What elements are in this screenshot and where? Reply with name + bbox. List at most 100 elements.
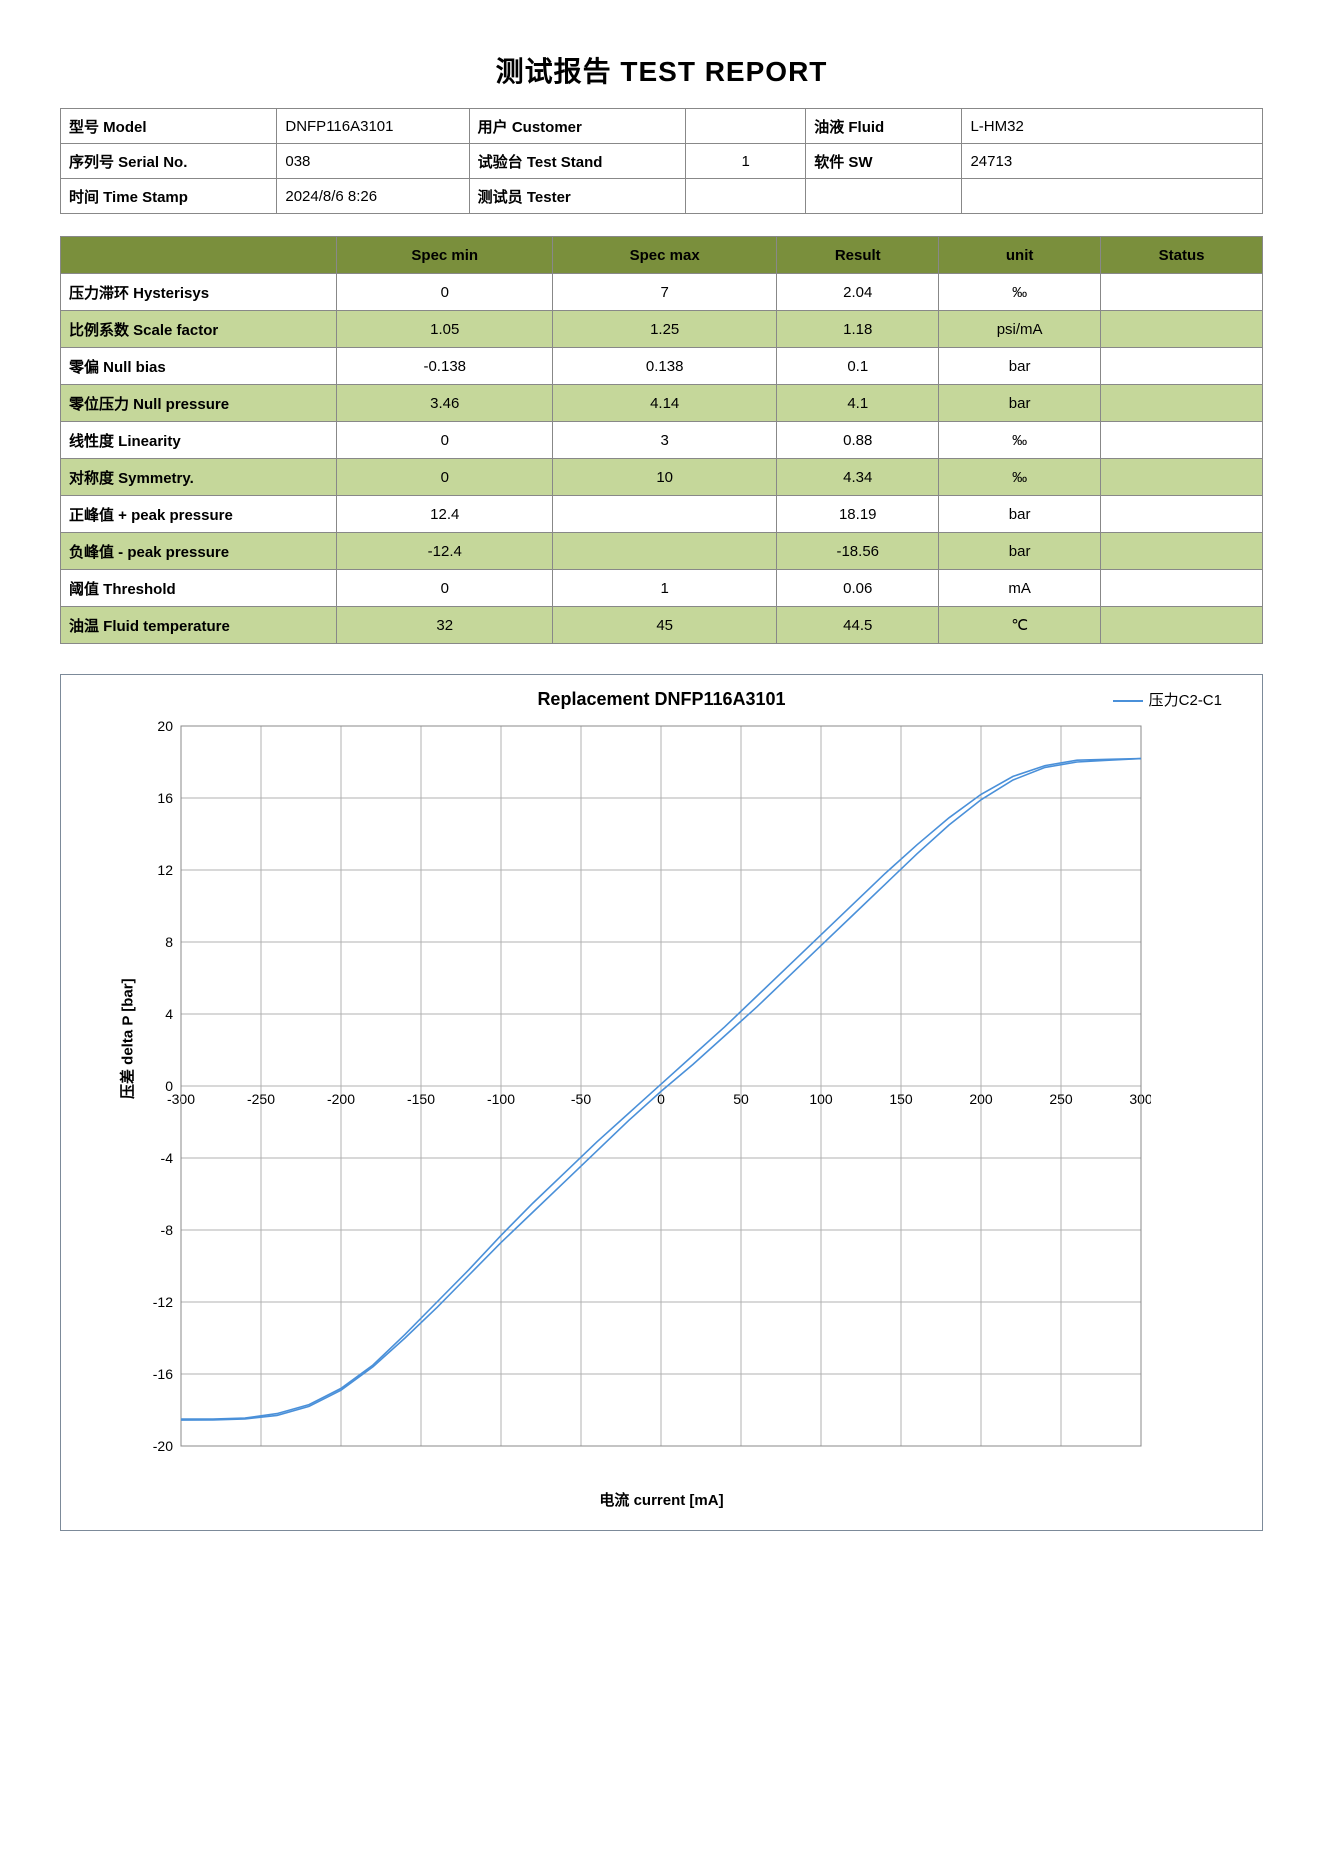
svg-text:250: 250	[1049, 1091, 1073, 1107]
page-title: 测试报告 TEST REPORT	[60, 50, 1263, 90]
spec-cell-param: 油温 Fluid temperature	[61, 607, 337, 644]
spec-row: 阈值 Threshold010.06mA	[61, 570, 1263, 607]
spec-row: 零偏 Null bias-0.1380.1380.1bar	[61, 348, 1263, 385]
spec-row: 对称度 Symmetry.0104.34‰	[61, 459, 1263, 496]
spec-cell-min: 1.05	[337, 311, 553, 348]
spec-cell-max: 45	[553, 607, 777, 644]
blank-value	[962, 179, 1263, 214]
spec-cell-unit: bar	[939, 385, 1101, 422]
spec-row: 比例系数 Scale factor1.051.251.18psi/mA	[61, 311, 1263, 348]
spec-cell-status	[1101, 274, 1263, 311]
chart-container: Replacement DNFP116A3101 压力C2-C1 压差 delt…	[60, 674, 1263, 1531]
spec-header-cell: Spec max	[553, 237, 777, 274]
spec-cell-min: 0	[337, 422, 553, 459]
svg-text:-4: -4	[161, 1150, 174, 1166]
spec-cell-min: 0	[337, 274, 553, 311]
spec-cell-unit: ‰	[939, 422, 1101, 459]
spec-row: 零位压力 Null pressure3.464.144.1bar	[61, 385, 1263, 422]
spec-header-cell: Result	[777, 237, 939, 274]
spec-cell-param: 零偏 Null bias	[61, 348, 337, 385]
svg-text:150: 150	[889, 1091, 913, 1107]
spec-cell-max: 10	[553, 459, 777, 496]
spec-row: 油温 Fluid temperature324544.5℃	[61, 607, 1263, 644]
spec-header-cell	[61, 237, 337, 274]
svg-text:-200: -200	[327, 1091, 355, 1107]
svg-text:20: 20	[157, 718, 173, 734]
spec-cell-unit: ‰	[939, 274, 1101, 311]
svg-text:200: 200	[969, 1091, 993, 1107]
spec-row: 负峰值 - peak pressure-12.4-18.56bar	[61, 533, 1263, 570]
svg-text:-20: -20	[153, 1438, 173, 1454]
svg-text:-250: -250	[247, 1091, 275, 1107]
spec-row: 压力滞环 Hysterisys072.04‰	[61, 274, 1263, 311]
spec-cell-param: 阈值 Threshold	[61, 570, 337, 607]
svg-text:-100: -100	[487, 1091, 515, 1107]
spec-cell-res: 1.18	[777, 311, 939, 348]
spec-cell-max: 0.138	[553, 348, 777, 385]
spec-cell-res: 0.88	[777, 422, 939, 459]
svg-text:-150: -150	[407, 1091, 435, 1107]
spec-header-cell: Status	[1101, 237, 1263, 274]
spec-cell-min: 0	[337, 459, 553, 496]
svg-text:0: 0	[165, 1078, 173, 1094]
spec-cell-min: 32	[337, 607, 553, 644]
customer-value	[686, 109, 806, 144]
spec-row: 正峰值 + peak pressure12.418.19bar	[61, 496, 1263, 533]
stand-label: 试验台 Test Stand	[469, 144, 685, 179]
spec-cell-status	[1101, 422, 1263, 459]
spec-cell-min: 0	[337, 570, 553, 607]
spec-cell-min: 3.46	[337, 385, 553, 422]
svg-text:-50: -50	[571, 1091, 591, 1107]
spec-cell-max: 1.25	[553, 311, 777, 348]
spec-cell-status	[1101, 533, 1263, 570]
svg-text:100: 100	[809, 1091, 833, 1107]
spec-cell-res: 4.1	[777, 385, 939, 422]
blank-label	[806, 179, 962, 214]
spec-cell-param: 线性度 Linearity	[61, 422, 337, 459]
spec-cell-unit: ℃	[939, 607, 1101, 644]
spec-cell-param: 比例系数 Scale factor	[61, 311, 337, 348]
legend-label: 压力C2-C1	[1149, 692, 1222, 709]
spec-cell-res: 4.34	[777, 459, 939, 496]
serial-label: 序列号 Serial No.	[61, 144, 277, 179]
spec-cell-unit: ‰	[939, 459, 1101, 496]
time-value: 2024/8/6 8:26	[277, 179, 469, 214]
svg-text:-16: -16	[153, 1366, 173, 1382]
svg-text:-8: -8	[161, 1222, 174, 1238]
customer-label: 用户 Customer	[469, 109, 685, 144]
svg-text:12: 12	[157, 862, 173, 878]
svg-text:16: 16	[157, 790, 173, 806]
spec-cell-min: -0.138	[337, 348, 553, 385]
model-label: 型号 Model	[61, 109, 277, 144]
svg-text:4: 4	[165, 1006, 173, 1022]
spec-cell-max: 7	[553, 274, 777, 311]
fluid-label: 油液 Fluid	[806, 109, 962, 144]
sw-label: 软件 SW	[806, 144, 962, 179]
spec-cell-status	[1101, 607, 1263, 644]
tester-label: 测试员 Tester	[469, 179, 685, 214]
spec-cell-max	[553, 533, 777, 570]
model-value: DNFP116A3101	[277, 109, 469, 144]
spec-cell-res: 2.04	[777, 274, 939, 311]
spec-cell-res: -18.56	[777, 533, 939, 570]
svg-text:8: 8	[165, 934, 173, 950]
spec-cell-res: 0.1	[777, 348, 939, 385]
spec-cell-param: 零位压力 Null pressure	[61, 385, 337, 422]
spec-cell-param: 负峰值 - peak pressure	[61, 533, 337, 570]
spec-cell-max: 4.14	[553, 385, 777, 422]
x-axis-label: 电流 current [mA]	[71, 1489, 1252, 1510]
spec-cell-max: 1	[553, 570, 777, 607]
spec-header-row: Spec minSpec maxResultunitStatus	[61, 237, 1263, 274]
spec-cell-max: 3	[553, 422, 777, 459]
time-label: 时间 Time Stamp	[61, 179, 277, 214]
legend-line-icon	[1113, 700, 1143, 702]
spec-cell-unit: bar	[939, 496, 1101, 533]
spec-cell-res: 18.19	[777, 496, 939, 533]
chart-title: Replacement DNFP116A3101	[71, 689, 1252, 710]
sw-value: 24713	[962, 144, 1263, 179]
spec-cell-res: 0.06	[777, 570, 939, 607]
spec-cell-unit: mA	[939, 570, 1101, 607]
spec-cell-min: -12.4	[337, 533, 553, 570]
info-table: 型号 Model DNFP116A3101 用户 Customer 油液 Flu…	[60, 108, 1263, 214]
spec-cell-status	[1101, 311, 1263, 348]
